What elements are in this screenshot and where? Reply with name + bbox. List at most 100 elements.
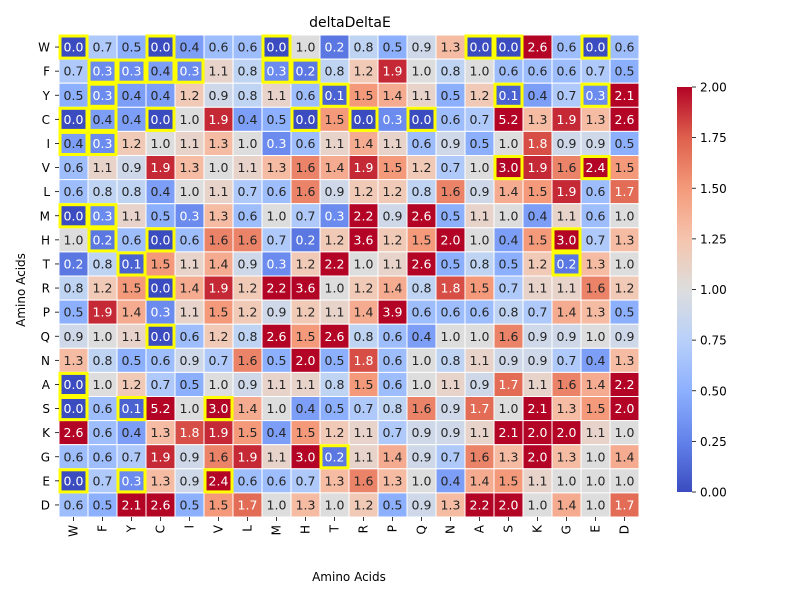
cell-value-label: 1.0 [64,232,84,247]
heatmap-cell [464,82,495,108]
cell-value-label: 1.6 [470,449,490,464]
cell-value-label: 0.7 [499,281,519,296]
cell-value-label: 0.4 [151,88,171,103]
cell-value-label: 1.4 [383,88,403,103]
heatmap-cell [551,371,582,397]
cell-value-label: 1.3 [151,425,171,440]
heatmap-cell [435,275,466,301]
y-tick-label: G [41,450,50,464]
cell-value-label: 3.0 [499,160,519,175]
heatmap-cell [522,420,553,446]
cell-value-label: 1.1 [238,160,258,175]
cell-value-label: 3.6 [354,232,374,247]
cell-value-label: 0.6 [586,184,606,199]
cell-value-label: 0.9 [412,40,432,55]
heatmap-cell [464,58,495,84]
heatmap-cell [232,420,263,446]
cell-value-label: 2.0 [296,353,316,368]
cell-value-label: 1.9 [151,160,171,175]
cell-value-label: 0.7 [296,473,316,488]
cell-value-label: 0.7 [557,88,577,103]
cell-value-label: 0.6 [383,329,403,344]
heatmap-cell [493,130,524,156]
y-tick-label: S [42,402,50,416]
cell-value-label: 0.7 [151,377,171,392]
cell-value-label: 0.8 [470,256,490,271]
heatmap-cell [145,468,176,494]
heatmap-cell [609,203,640,229]
highlight-boxes [58,34,611,494]
cell-value-label: 1.9 [151,449,171,464]
cell-value-label: 1.9 [93,305,113,320]
cell-value-label: 2.0 [528,425,548,440]
cell-value-label: 2.0 [441,232,461,247]
cell-value-label: 1.6 [238,232,258,247]
cell-value-label: 1.8 [180,425,200,440]
heatmap-cell [493,227,524,253]
heatmap-cell [232,82,263,108]
cell-value-label: 0.0 [412,112,432,127]
cell-value-label: 0.9 [180,449,200,464]
cell-value-label: 1.4 [586,377,606,392]
heatmap-cell [464,106,495,132]
cell-value-label: 1.0 [325,281,345,296]
cell-value-label: 0.6 [412,305,432,320]
cell-value-label: 0.7 [122,449,142,464]
cell-value-label: 0.4 [151,184,171,199]
heatmap-cell [464,468,495,494]
cell-value-label: 5.2 [151,401,171,416]
heatmap-cell [580,371,611,397]
cell-value-label: 0.3 [122,64,142,79]
heatmap-cell [174,155,205,181]
cell-value-label: 1.0 [412,473,432,488]
heatmap-cell [261,444,292,470]
heatmap-cell [609,179,640,205]
heatmap-cell [290,227,321,253]
cell-value-label: 0.4 [267,425,287,440]
cell-value-label: 1.6 [209,232,229,247]
cell-value-label: 0.9 [383,208,403,223]
cell-value-label: 1.0 [296,40,316,55]
cell-value-label: 1.4 [354,136,374,151]
cell-value-label: 0.7 [586,232,606,247]
cell-value-label: 1.5 [151,256,171,271]
cell-value-label: 1.0 [238,136,258,151]
x-tick-label: I [183,525,197,529]
heatmap-cell [464,203,495,229]
cell-value-label: 0.4 [64,136,84,151]
cell-value-label: 1.2 [122,377,142,392]
cell-value-label: 0.6 [441,112,461,127]
heatmap-cell [377,82,408,108]
heatmap-cell [290,347,321,373]
heatmap-cell [116,179,147,205]
heatmap-cell [319,130,350,156]
heatmap-cell [174,371,205,397]
cell-value-label: 1.4 [383,281,403,296]
cell-value-label: 0.3 [267,136,287,151]
cell-value-label: 0.6 [557,64,577,79]
cell-value-label: 0.6 [586,208,606,223]
heatmap-cell [232,444,263,470]
cell-value-label: 1.1 [470,208,490,223]
heatmap-cell [493,371,524,397]
highlight-box [551,251,582,277]
highlight-box [87,130,118,156]
heatmap-cell [145,492,176,518]
highlight-box [406,106,437,132]
heatmap-cell [203,155,234,181]
cell-value-label: 0.9 [267,305,287,320]
cell-value-label: 1.3 [267,160,287,175]
cell-value-label: 1.0 [586,329,606,344]
heatmap-cell [174,492,205,518]
heatmap-cell [87,492,118,518]
heatmap-cell [609,468,640,494]
cell-value-label: 0.0 [64,401,84,416]
heatmap-cell [609,299,640,325]
cell-value-label: 1.1 [267,88,287,103]
cell-value-label: 2.0 [615,401,635,416]
x-tick-label: L [241,525,255,532]
cell-value-label: 0.9 [441,425,461,440]
cell-value-label: 2.2 [354,208,374,223]
colorbar-tick-label: 1.00 [700,283,727,297]
heatmap-cell [174,130,205,156]
